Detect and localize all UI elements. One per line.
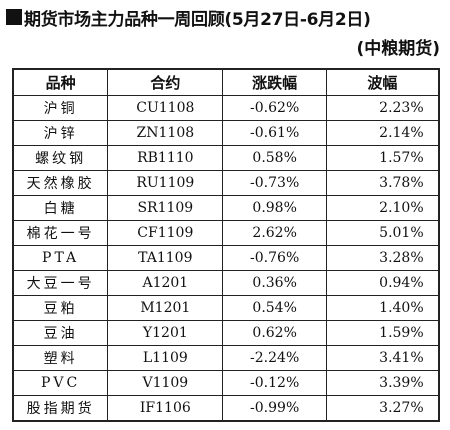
range-cell: 1.40% <box>325 295 440 321</box>
table-row: 沪铜 CU1108 -0.62% 2.23% <box>12 95 440 121</box>
table-row: 沪锌 ZN1108 -0.61% 2.14% <box>12 120 440 146</box>
change-cell: -0.76% <box>222 245 327 271</box>
header-change: 涨跌幅 <box>222 68 327 96</box>
change-cell: 0.54% <box>222 295 327 321</box>
variety-cell: 棉花一号 <box>12 220 109 246</box>
variety-cell: 沪铜 <box>12 95 109 121</box>
change-cell: -0.12% <box>222 370 327 396</box>
change-cell: 2.62% <box>222 220 327 246</box>
change-cell: -0.73% <box>222 170 327 196</box>
page-title-bar: 期货市场主力品种一周回顾(5月27日-6月2日) <box>4 2 446 32</box>
change-cell: -0.61% <box>222 120 327 146</box>
variety-cell: 豆粕 <box>12 295 109 321</box>
range-cell: 3.28% <box>325 245 440 271</box>
contract-cell: TA1109 <box>107 245 224 271</box>
contract-cell: ZN1108 <box>107 120 224 146</box>
variety-cell: 螺纹钢 <box>12 145 109 171</box>
variety-cell: 大豆一号 <box>12 270 109 296</box>
table-header-row: 品种 合约 涨跌幅 波幅 <box>12 68 440 96</box>
range-cell: 1.57% <box>325 145 440 171</box>
contract-cell: IF1106 <box>107 395 224 422</box>
range-cell: 2.23% <box>325 95 440 121</box>
header-contract: 合约 <box>107 68 224 96</box>
table-row: 股指期货 IF1106 -0.99% 3.27% <box>12 395 440 422</box>
change-cell: 0.58% <box>222 145 327 171</box>
change-cell: 0.36% <box>222 270 327 296</box>
table-row: 白糖 SR1109 0.98% 2.10% <box>12 195 440 221</box>
table-row: 塑料 L1109 -2.24% 3.41% <box>12 345 440 371</box>
contract-cell: RU1109 <box>107 170 224 196</box>
table-row: 天然橡胶 RU1109 -0.73% 3.78% <box>12 170 440 196</box>
contract-cell: CF1109 <box>107 220 224 246</box>
header-range: 波幅 <box>325 68 440 96</box>
page-title: 期货市场主力品种一周回顾(5月27日-6月2日) <box>24 9 371 30</box>
variety-cell: 白糖 <box>12 195 109 221</box>
table-row: 豆油 Y1201 0.62% 1.59% <box>12 320 440 346</box>
variety-cell: PVC <box>12 370 109 396</box>
range-cell: 1.59% <box>325 320 440 346</box>
change-cell: -0.99% <box>222 395 327 422</box>
table-row: PVC V1109 -0.12% 3.39% <box>12 370 440 396</box>
change-cell: -2.24% <box>222 345 327 371</box>
contract-cell: V1109 <box>107 370 224 396</box>
variety-cell: 塑料 <box>12 345 109 371</box>
range-cell: 3.27% <box>325 395 440 422</box>
header-variety: 品种 <box>12 68 109 96</box>
table-row: 大豆一号 A1201 0.36% 0.94% <box>12 270 440 296</box>
change-cell: -0.62% <box>222 95 327 121</box>
range-cell: 0.94% <box>325 270 440 296</box>
black-square-icon <box>6 9 22 25</box>
range-cell: 3.39% <box>325 370 440 396</box>
range-cell: 3.78% <box>325 170 440 196</box>
range-cell: 5.01% <box>325 220 440 246</box>
range-cell: 3.41% <box>325 345 440 371</box>
contract-cell: L1109 <box>107 345 224 371</box>
variety-cell: 沪锌 <box>12 120 109 146</box>
contract-cell: A1201 <box>107 270 224 296</box>
source-label: (中粮期货) <box>356 39 440 59</box>
variety-cell: 豆油 <box>12 320 109 346</box>
range-cell: 2.14% <box>325 120 440 146</box>
range-cell: 2.10% <box>325 195 440 221</box>
table-row: 豆粕 M1201 0.54% 1.40% <box>12 295 440 321</box>
contract-cell: Y1201 <box>107 320 224 346</box>
contract-cell: M1201 <box>107 295 224 321</box>
change-cell: 0.98% <box>222 195 327 221</box>
change-cell: 0.62% <box>222 320 327 346</box>
table-row: 棉花一号 CF1109 2.62% 5.01% <box>12 220 440 246</box>
table-row: 螺纹钢 RB1110 0.58% 1.57% <box>12 145 440 171</box>
contract-cell: CU1108 <box>107 95 224 121</box>
futures-table: 品种 合约 涨跌幅 波幅 沪铜 CU1108 -0.62% 2.23% 沪锌 ZN1108… <box>12 68 440 422</box>
variety-cell: 天然橡胶 <box>12 170 109 196</box>
variety-cell: 股指期货 <box>12 395 109 422</box>
table-row: PTA TA1109 -0.76% 3.28% <box>12 245 440 271</box>
variety-cell: PTA <box>12 245 109 271</box>
contract-cell: RB1110 <box>107 145 224 171</box>
contract-cell: SR1109 <box>107 195 224 221</box>
